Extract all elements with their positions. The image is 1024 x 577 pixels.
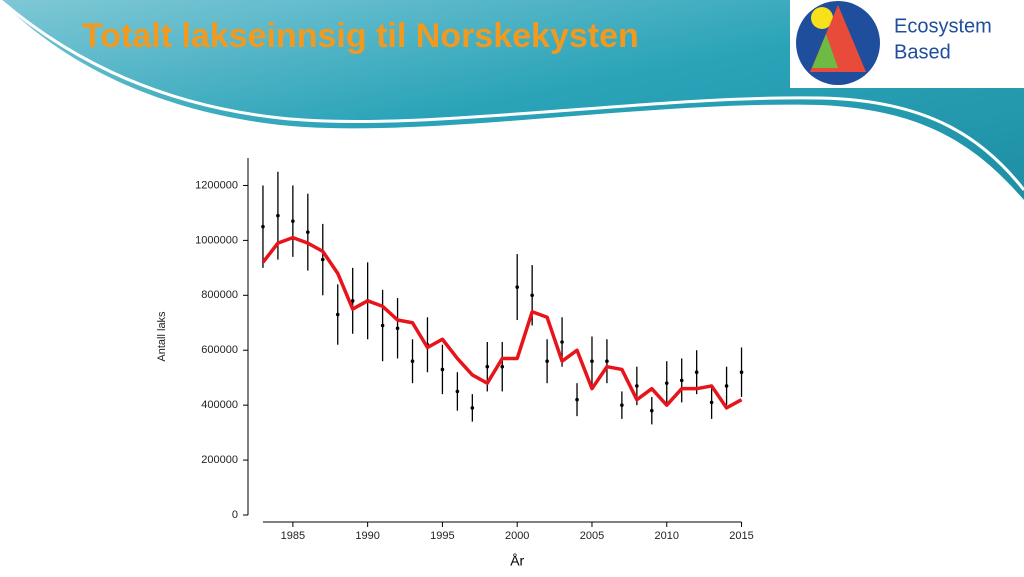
data-point (320, 257, 325, 262)
wave-edge (0, 0, 1024, 191)
data-point (620, 403, 624, 407)
data-point (470, 406, 475, 410)
x-tick-label: 2005 (580, 530, 604, 542)
data-point (664, 381, 669, 385)
data-point (694, 370, 699, 375)
y-tick-label: 600000 (201, 344, 238, 356)
logo-sun (811, 7, 833, 29)
data-point (545, 359, 549, 364)
model-line (261, 235, 743, 410)
data-point (380, 323, 385, 328)
data-point (500, 364, 505, 369)
data-point (590, 359, 594, 364)
chart: 0 200000 400000 600000 800000 1000000 1200000 1… (156, 158, 754, 569)
data-point (709, 400, 714, 405)
data-point (335, 312, 340, 317)
x-axis-label: År (510, 553, 524, 569)
logo-text: Based (894, 41, 951, 63)
y-tick-label: 1000000 (195, 234, 238, 246)
data-point (291, 219, 295, 223)
slide-title: Totalt lakseinnsig til Norskekysten (82, 17, 639, 55)
data-point (395, 326, 400, 331)
data-point (306, 230, 310, 234)
data-point (455, 389, 460, 394)
data-point (276, 213, 280, 218)
data-point (410, 359, 415, 364)
data-point (575, 397, 579, 402)
y-tick-label: 400000 (201, 399, 238, 411)
header-wave (0, 0, 1024, 200)
y-tick-label: 0 (232, 509, 238, 521)
data-point (679, 378, 684, 383)
data-point (649, 408, 654, 413)
data-point (485, 364, 490, 369)
logo-text: Ecosystem (894, 15, 992, 37)
data-point (560, 340, 564, 344)
data-point (605, 359, 609, 364)
x-tick-label: 1985 (281, 530, 305, 542)
y-tick-label: 800000 (201, 289, 238, 301)
y-tick-label: 200000 (201, 454, 238, 466)
x-tick-label: 2010 (655, 530, 679, 542)
data-point (635, 384, 639, 388)
data-point (739, 370, 744, 375)
data-point (530, 293, 534, 298)
y-tick-label: 1200000 (195, 179, 238, 191)
data-point (261, 224, 265, 229)
data-point (350, 299, 355, 303)
data-point (724, 384, 729, 388)
data-point (440, 367, 445, 372)
data-point (515, 285, 519, 289)
x-tick-label: 1995 (430, 530, 454, 542)
x-tick-label: 1990 (355, 530, 379, 542)
x-tick-label: 2000 (505, 530, 529, 542)
logo-green (812, 34, 838, 68)
y-axis-label: Antall laks (156, 311, 168, 362)
x-tick-label: 2015 (729, 530, 753, 542)
